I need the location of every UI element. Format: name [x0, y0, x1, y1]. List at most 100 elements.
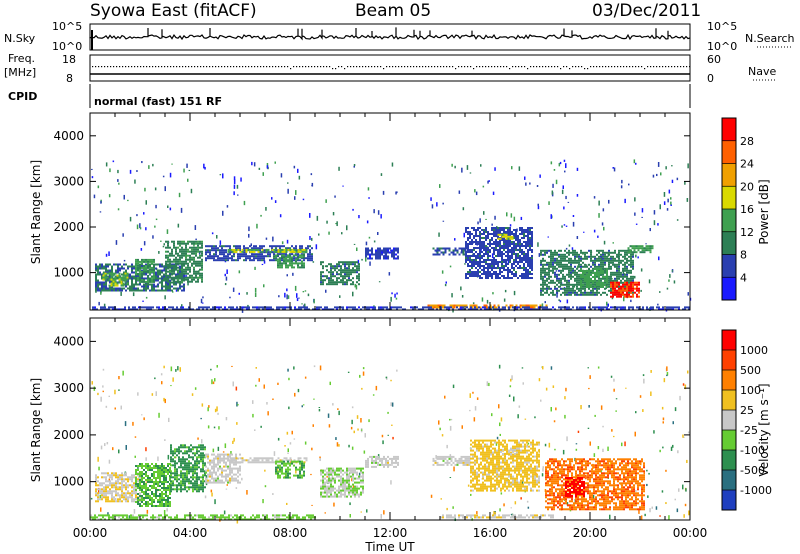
- heatmap-cell: [442, 251, 445, 254]
- heatmap-cell: [208, 306, 210, 309]
- heatmap-cell: [576, 253, 578, 256]
- heatmap-cell: [544, 275, 546, 278]
- nave-point: [182, 66, 184, 68]
- heatmap-cell: [261, 253, 263, 256]
- heatmap-cell: [548, 261, 550, 264]
- heatmap-cell: [531, 237, 533, 239]
- heatmap-cell: [638, 291, 640, 294]
- heatmap-cell: [221, 247, 223, 250]
- heatmap-cell: [521, 267, 523, 269]
- heatmap-cell: [592, 261, 594, 264]
- scatter-cell: [567, 201, 570, 203]
- heatmap-cell: [521, 243, 523, 245]
- heatmap-cell: [165, 289, 167, 292]
- scatter-cell: [136, 170, 138, 172]
- heatmap-cell: [291, 258, 293, 261]
- heatmap-cell: [278, 306, 280, 309]
- heatmap-cell: [568, 261, 570, 264]
- nave-point: [431, 66, 433, 68]
- heatmap-cell: [556, 291, 558, 294]
- heatmap-cell: [473, 265, 475, 267]
- scatter-cell: [91, 176, 94, 179]
- heatmap-cell: [588, 263, 590, 266]
- heatmap-cell: [107, 269, 109, 272]
- heatmap-cell: [608, 277, 610, 280]
- nave-point: [365, 66, 367, 68]
- heatmap-cell: [141, 285, 143, 288]
- heatmap-cell: [111, 265, 113, 268]
- heatmap-cell: [436, 308, 438, 311]
- heatmap-cell: [624, 265, 626, 268]
- heatmap-cell: [279, 248, 282, 251]
- heatmap-cell: [358, 265, 360, 268]
- heatmap-cell: [626, 275, 628, 278]
- scatter-cell: [500, 417, 503, 422]
- nave-point: [149, 66, 151, 68]
- scatter-cell: [520, 216, 523, 221]
- heatmap-cell: [387, 247, 389, 250]
- heatmap-cell: [101, 277, 103, 280]
- heatmap-cell: [301, 256, 303, 259]
- scatter-cell: [565, 225, 568, 227]
- heatmap-cell: [503, 261, 505, 263]
- heatmap-cell: [295, 245, 297, 248]
- heatmap-cell: [135, 270, 137, 273]
- heatmap-cell: [526, 308, 528, 311]
- heatmap-cell: [542, 287, 544, 290]
- heatmap-cell: [491, 247, 493, 249]
- heatmap-cell: [195, 250, 197, 253]
- heatmap-cell: [558, 277, 560, 280]
- scatter-cell: [607, 303, 609, 307]
- scatter-cell: [142, 300, 144, 302]
- heatmap-cell: [515, 253, 517, 255]
- scatter-cell: [265, 237, 268, 240]
- heatmap-cell: [481, 277, 483, 279]
- scatter-cell: [593, 229, 596, 233]
- heatmap-cell: [481, 257, 483, 259]
- heatmap-cell: [505, 304, 508, 307]
- heatmap-cell: [273, 257, 275, 260]
- heatmap-cell: [610, 287, 612, 290]
- heatmap-cell: [122, 282, 125, 285]
- heatmap-cell: [570, 257, 572, 260]
- heatmap-cell: [391, 253, 393, 256]
- nave-point: [548, 66, 550, 68]
- heatmap-cell: [602, 263, 604, 266]
- heatmap-cell: [258, 308, 260, 311]
- heatmap-cell: [513, 241, 515, 243]
- heatmap-cell: [572, 261, 574, 264]
- scatter-cell: [203, 163, 205, 169]
- heatmap-cell: [133, 289, 135, 292]
- heatmap-cell: [453, 304, 456, 307]
- heatmap-cell: [629, 251, 632, 254]
- heatmap-cell: [612, 259, 614, 262]
- heatmap-cell: [640, 308, 642, 311]
- heatmap-cell: [576, 261, 578, 264]
- heatmap-cell: [531, 267, 533, 269]
- nave-point: [293, 66, 295, 68]
- heatmap-cell: [620, 293, 622, 296]
- heatmap-cell: [267, 251, 269, 254]
- heatmap-cell: [277, 262, 279, 265]
- heatmap-cell: [469, 261, 471, 263]
- heatmap-cell: [172, 308, 174, 311]
- heatmap-cell: [109, 281, 111, 284]
- scatter-cell: [474, 189, 476, 193]
- heatmap-cell: [608, 308, 610, 311]
- heatmap-cell: [227, 248, 230, 251]
- heatmap-cell: [371, 247, 373, 250]
- heatmap-cell: [177, 269, 179, 272]
- scatter-cell: [641, 208, 644, 213]
- heatmap-cell: [259, 257, 261, 260]
- heatmap-cell: [233, 255, 235, 258]
- heatmap-cell: [620, 253, 622, 256]
- heatmap-cell: [638, 306, 640, 309]
- nave-point: [512, 66, 514, 68]
- scatter-cell: [287, 182, 289, 184]
- heatmap-cell: [320, 275, 322, 278]
- heatmap-cell: [452, 253, 455, 256]
- heatmap-cell: [562, 275, 564, 278]
- heatmap-cell: [377, 251, 379, 254]
- heatmap-cell: [211, 247, 213, 250]
- heatmap-cell: [147, 262, 149, 265]
